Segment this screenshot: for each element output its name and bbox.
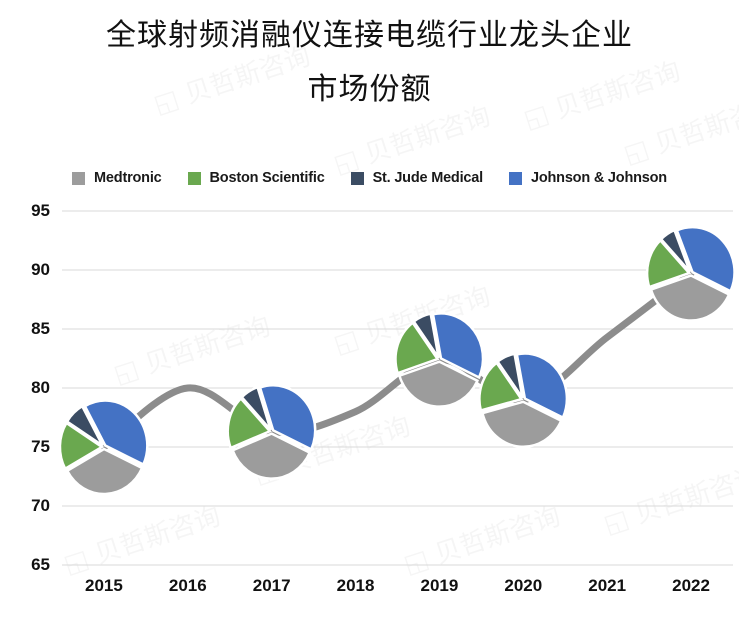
pie-slice-boston-scientific — [58, 421, 105, 471]
pie-slice-st-jude-medical — [240, 385, 272, 431]
pie-slice-boston-scientific — [645, 238, 692, 289]
x-axis-tick-label: 2020 — [504, 576, 543, 595]
pie-slice-medtronic — [649, 274, 731, 322]
y-axis-tick-label: 75 — [31, 437, 50, 456]
legend-swatch-icon — [72, 171, 86, 185]
chart-title-line-2: 市场份额 — [307, 72, 432, 107]
pie-marker-2015 — [58, 399, 149, 496]
pie-slice-boston-scientific — [226, 396, 272, 450]
chart-legend: Medtronic Boston Scientific St. Jude Medic… — [0, 170, 739, 186]
y-axis-tick-label: 90 — [31, 260, 50, 279]
legend-item-label: St. Jude Medical — [372, 170, 484, 186]
gridlines — [62, 210, 733, 566]
pie-slice-medtronic — [65, 447, 144, 496]
pie-marker-2019 — [394, 312, 485, 408]
y-axis-tick-label: 95 — [31, 201, 50, 220]
pie-slice-st-jude-medical — [496, 352, 524, 399]
pie-marker-2020 — [478, 352, 569, 449]
y-axis-tick-label: 80 — [31, 378, 50, 397]
pie-slice-st-jude-medical — [659, 228, 692, 273]
x-axis-tick-label: 2022 — [672, 576, 710, 595]
legend-swatch-icon — [187, 171, 201, 185]
pie-slice-medtronic — [397, 360, 480, 408]
pie-slice-johnson-johnson — [83, 399, 149, 467]
pie-slice-johnson-johnson — [258, 384, 317, 452]
x-axis-tick-label: 2018 — [336, 576, 375, 595]
chart-title-line-1: 全球射频消融仪连接电缆行业龙头企业 — [106, 18, 633, 53]
pie-slice-st-jude-medical — [412, 312, 440, 359]
legend-item-0[interactable]: Medtronic — [72, 170, 162, 186]
legend-item-1[interactable]: Boston Scientific — [187, 170, 325, 186]
y-axis-tick-label: 85 — [31, 319, 50, 338]
pie-slice-boston-scientific — [394, 320, 440, 375]
x-axis-tick-label: 2016 — [168, 576, 207, 595]
x-axis-tick-label: 2015 — [85, 576, 123, 595]
pie-slice-johnson-johnson — [675, 225, 736, 293]
legend-item-label: Boston Scientific — [209, 170, 325, 186]
x-axis-tick-label: 2019 — [420, 576, 459, 595]
chart-title: 全球射频消融仪连接电缆行业龙头企业 市场份额 — [0, 8, 739, 116]
pie-slice-medtronic — [231, 432, 312, 480]
x-axis-tick-label: 2017 — [252, 576, 291, 595]
pie-slice-st-jude-medical — [65, 404, 104, 447]
pie-slice-medtronic — [480, 400, 563, 449]
pie-slice-johnson-johnson — [431, 312, 485, 380]
x-axis-tick-label: 2021 — [588, 576, 627, 595]
legend-item-label: Johnson & Johnson — [530, 170, 667, 186]
legend-item-3[interactable]: Johnson & Johnson — [508, 170, 667, 186]
legend-swatch-icon — [508, 171, 522, 185]
legend-swatch-icon — [350, 171, 364, 185]
pie-slice-johnson-johnson — [515, 352, 569, 420]
pie-marker-2017 — [226, 384, 317, 480]
y-axis-tick-label: 65 — [31, 555, 50, 574]
legend-item-2[interactable]: St. Jude Medical — [350, 170, 484, 186]
pie-marker-2022 — [645, 225, 736, 322]
legend-item-label: Medtronic — [94, 170, 162, 186]
pie-slice-boston-scientific — [478, 361, 524, 413]
y-axis-tick-label: 70 — [31, 496, 50, 515]
